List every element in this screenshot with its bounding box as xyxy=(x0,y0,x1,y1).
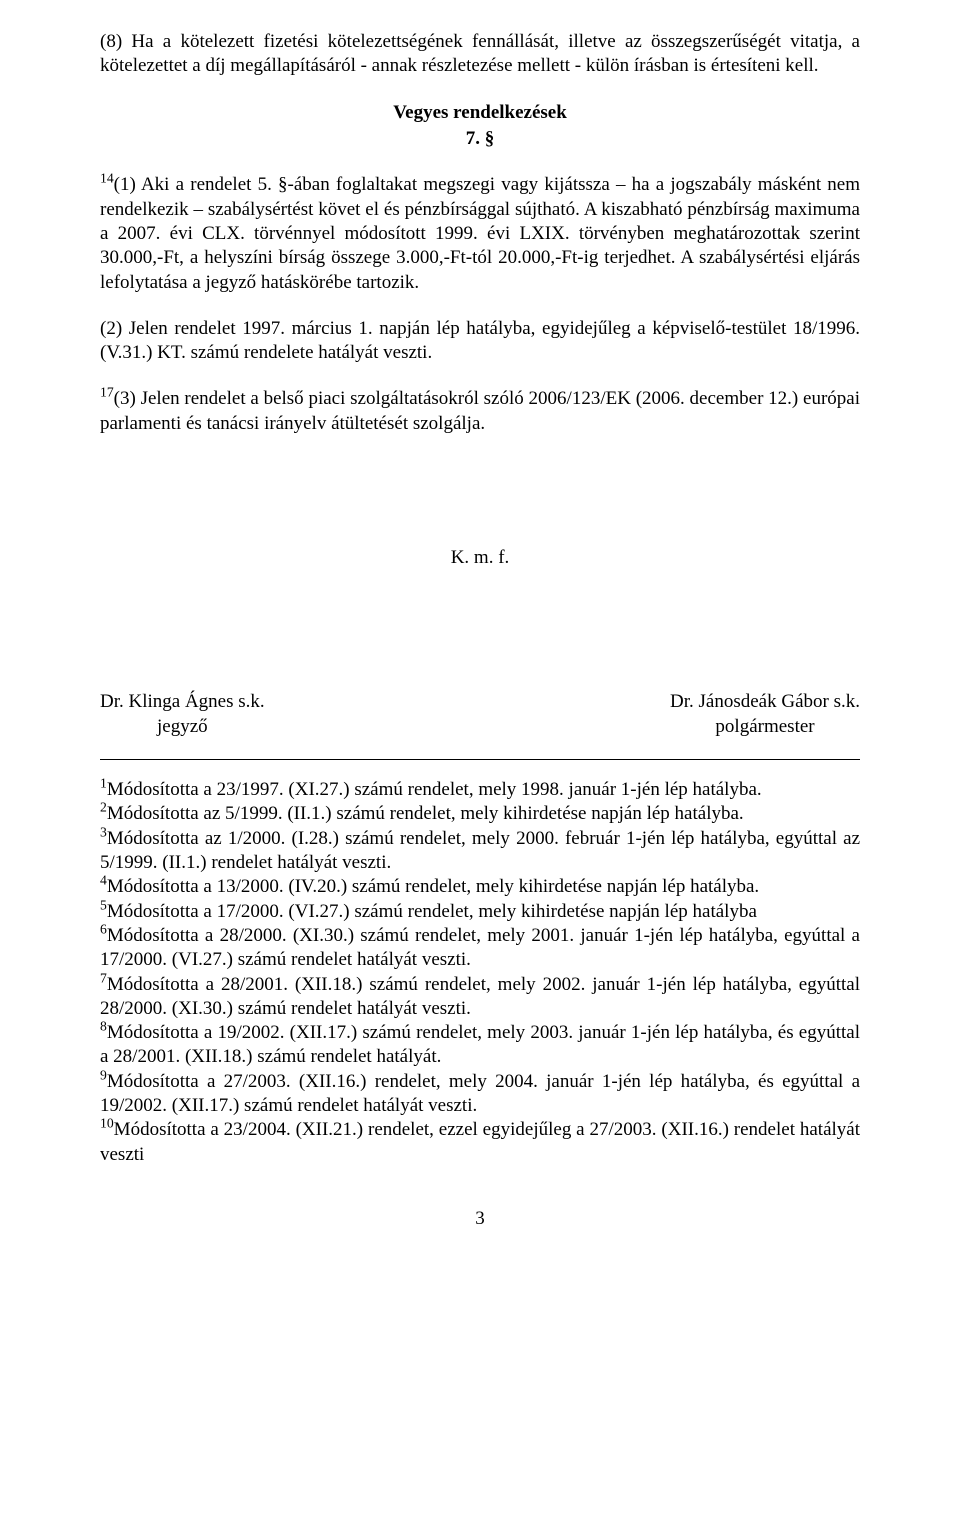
footnote-7-text: Módosította a 28/2001. (XII.18.) számú r… xyxy=(100,974,860,1019)
footnote-4: 4Módosította a 13/2000. (IV.20.) számú r… xyxy=(100,875,860,899)
footnote-num-1: 1 xyxy=(100,776,107,791)
footnote-num-4: 4 xyxy=(100,873,107,888)
footnote-num-10: 10 xyxy=(100,1116,114,1131)
footnote-10-text: Módosította a 23/2004. (XII.21.) rendele… xyxy=(100,1119,860,1164)
footnote-1-text: Módosította a 23/1997. (XI.27.) számú re… xyxy=(107,779,762,800)
section-heading: Vegyes rendelkezések xyxy=(100,101,860,125)
kmf-text: K. m. f. xyxy=(100,546,860,570)
paragraph-2: (2) Jelen rendelet 1997. március 1. napj… xyxy=(100,317,860,366)
footnote-5: 5Módosította a 17/2000. (VI.27.) számú r… xyxy=(100,900,860,924)
footnote-6: 6Módosította a 28/2000. (XI.30.) számú r… xyxy=(100,924,860,973)
signature-left-name: Dr. Klinga Ágnes s.k. xyxy=(100,690,265,714)
signature-block: Dr. Klinga Ágnes s.k. jegyző Dr. Jánosde… xyxy=(100,690,860,739)
footnote-4-text: Módosította a 13/2000. (IV.20.) számú re… xyxy=(107,876,759,897)
footnote-num-2: 2 xyxy=(100,800,107,815)
signature-right-title: polgármester xyxy=(670,715,860,739)
signature-left-title: jegyző xyxy=(100,715,265,739)
footnote-1: 1Módosította a 23/1997. (XI.27.) számú r… xyxy=(100,778,860,802)
footnote-3: 3Módosította az 1/2000. (I.28.) számú re… xyxy=(100,827,860,876)
section-number: 7. § xyxy=(100,127,860,151)
signature-right: Dr. Jánosdeák Gábor s.k. polgármester xyxy=(670,690,860,739)
footnote-num-8: 8 xyxy=(100,1019,107,1034)
paragraph-8: (8) Ha a kötelezett fizetési kötelezetts… xyxy=(100,30,860,79)
footnote-num-3: 3 xyxy=(100,824,107,839)
footnote-8-text: Módosította a 19/2002. (XII.17.) számú r… xyxy=(100,1022,860,1067)
footnote-9-text: Módosította a 27/2003. (XII.16.) rendele… xyxy=(100,1071,860,1116)
footnote-9: 9Módosította a 27/2003. (XII.16.) rendel… xyxy=(100,1070,860,1119)
footnote-num-5: 5 xyxy=(100,897,107,912)
footnote-5-text: Módosította a 17/2000. (VI.27.) számú re… xyxy=(107,901,757,922)
document-page: (8) Ha a kötelezett fizetési kötelezetts… xyxy=(0,0,960,1537)
footnote-num-7: 7 xyxy=(100,970,107,985)
paragraph-17-3: 17(3) Jelen rendelet a belső piaci szolg… xyxy=(100,387,860,436)
footnote-2-text: Módosította az 5/1999. (II.1.) számú ren… xyxy=(107,803,744,824)
footnote-num-9: 9 xyxy=(100,1067,107,1082)
paragraph-14-1: 14(1) Aki a rendelet 5. §-ában foglaltak… xyxy=(100,173,860,295)
horizontal-rule xyxy=(100,759,860,760)
footnote-num-6: 6 xyxy=(100,922,107,937)
signature-row: Dr. Klinga Ágnes s.k. jegyző Dr. Jánosde… xyxy=(100,690,860,739)
footnote-10: 10Módosította a 23/2004. (XII.21.) rende… xyxy=(100,1118,860,1167)
signature-left: Dr. Klinga Ágnes s.k. jegyző xyxy=(100,690,265,739)
footnote-ref-17: 17 xyxy=(100,385,114,400)
footnote-6-text: Módosította a 28/2000. (XI.30.) számú re… xyxy=(100,925,860,970)
footnote-2: 2Módosította az 5/1999. (II.1.) számú re… xyxy=(100,802,860,826)
signature-right-name: Dr. Jánosdeák Gábor s.k. xyxy=(670,690,860,714)
footnote-7: 7Módosította a 28/2001. (XII.18.) számú … xyxy=(100,973,860,1022)
paragraph-17-3-text: (3) Jelen rendelet a belső piaci szolgál… xyxy=(100,388,860,433)
footnote-3-text: Módosította az 1/2000. (I.28.) számú ren… xyxy=(100,828,860,873)
footnotes: 1Módosította a 23/1997. (XI.27.) számú r… xyxy=(100,778,860,1167)
page-number: 3 xyxy=(100,1207,860,1231)
footnote-ref-14: 14 xyxy=(100,171,114,186)
paragraph-14-1-text: (1) Aki a rendelet 5. §-ában foglaltakat… xyxy=(100,174,860,292)
footnote-8: 8Módosította a 19/2002. (XII.17.) számú … xyxy=(100,1021,860,1070)
